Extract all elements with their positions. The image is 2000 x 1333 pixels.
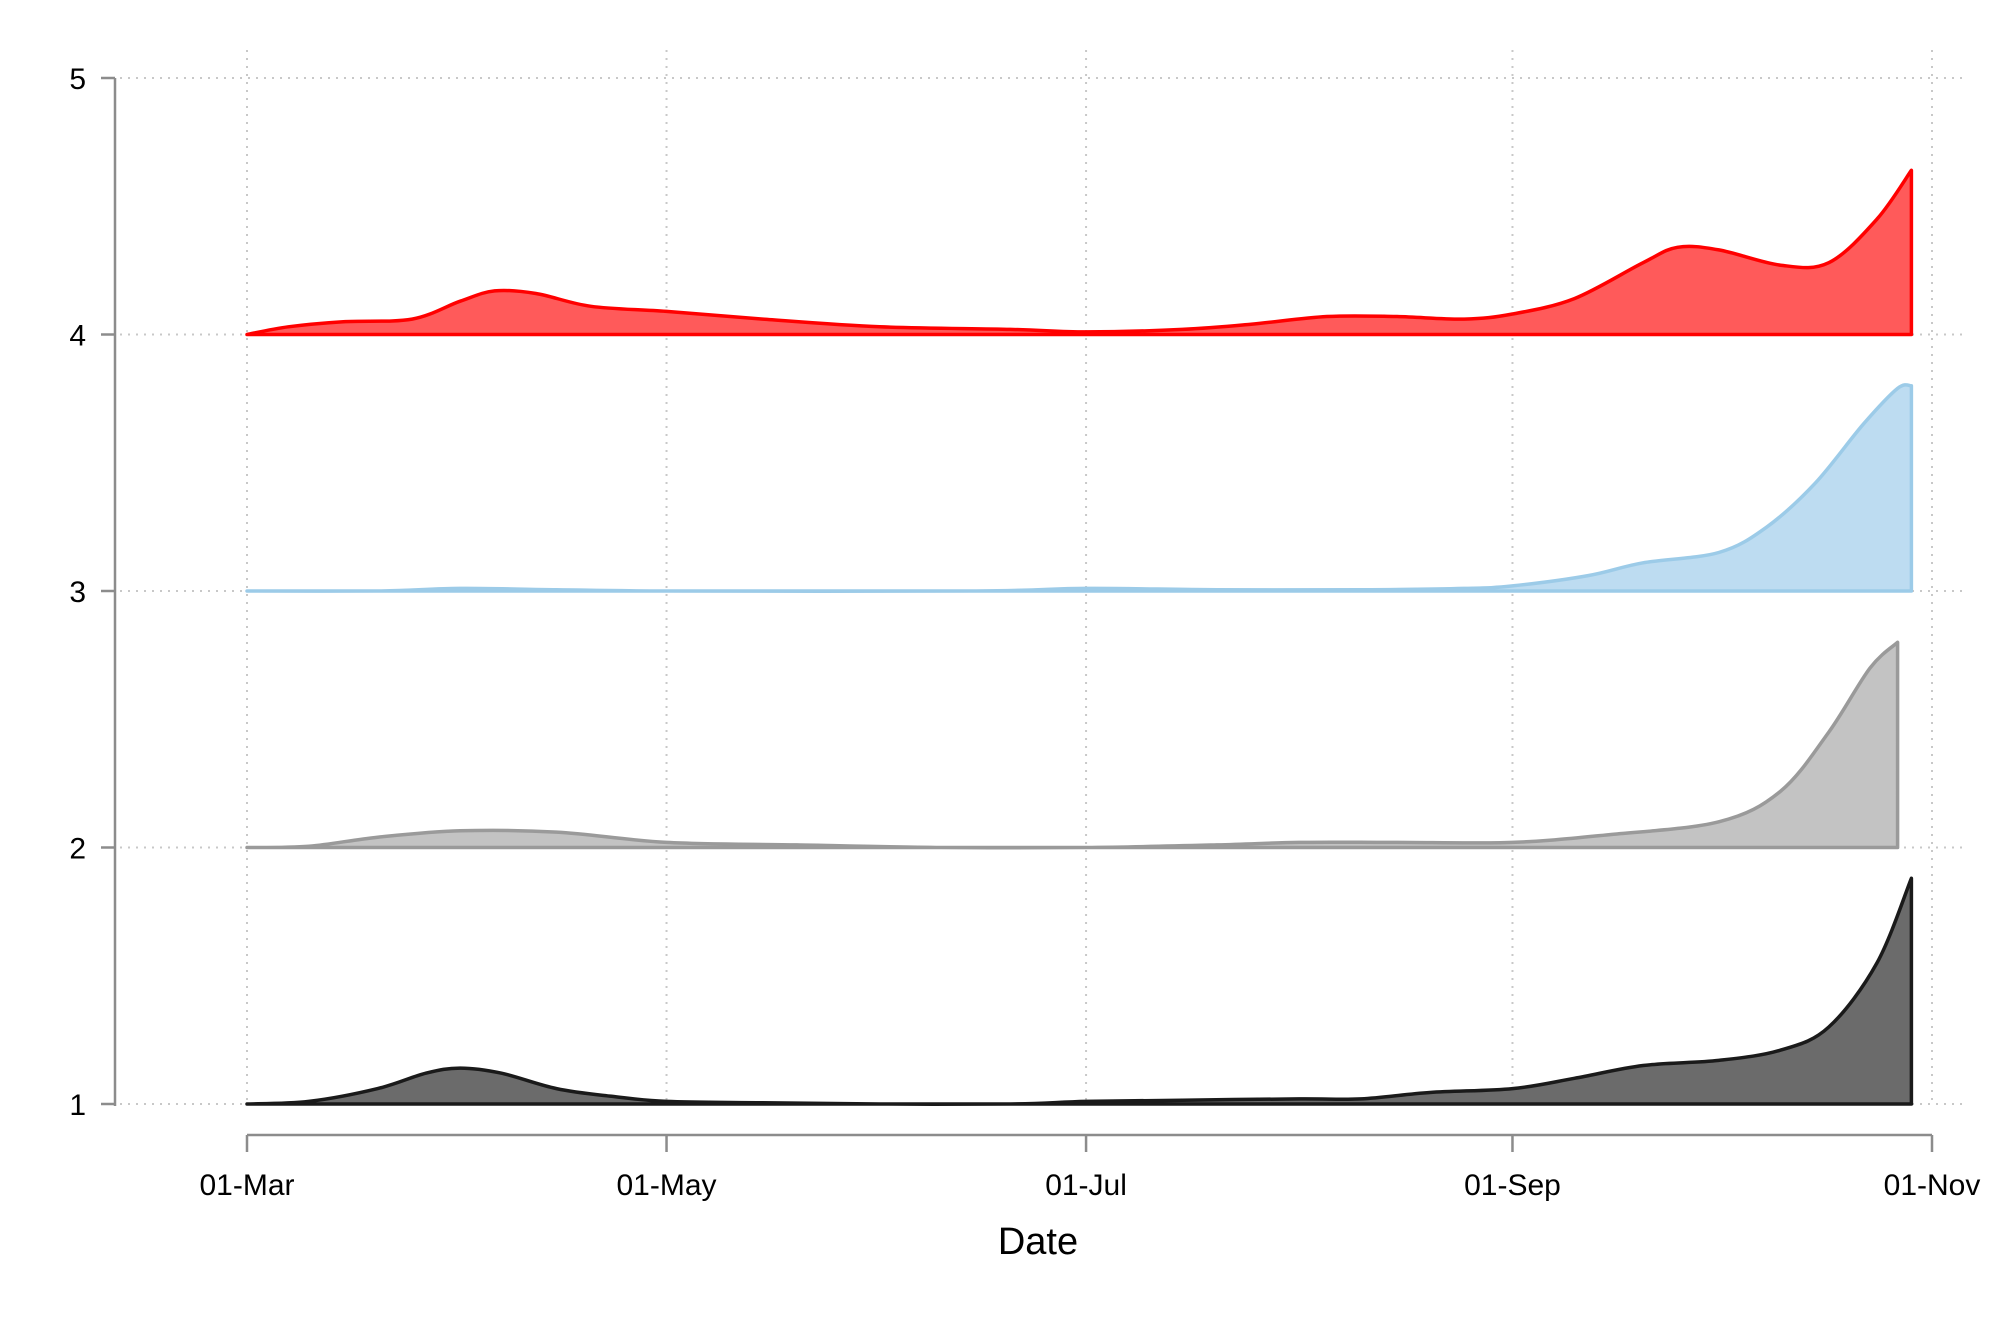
y-tick-label: 1 bbox=[69, 1089, 86, 1122]
ridge-area-3 bbox=[245, 383, 1914, 593]
x-tick-label: 01-Mar bbox=[199, 1169, 294, 1202]
tick-labels: 1 2 3 4 5 01-Mar 01-May 01-Jul 01-Sep 01-Nov bbox=[69, 63, 1980, 1202]
ridge-area-1 bbox=[245, 876, 1914, 1106]
x-axis-title: Date bbox=[998, 1221, 1078, 1263]
y-tick-label: 3 bbox=[69, 576, 86, 609]
ridge-area-2 bbox=[245, 640, 1900, 850]
x-tick-label: 01-Nov bbox=[1884, 1169, 1981, 1202]
x-tick-label: 01-Jul bbox=[1045, 1169, 1127, 1202]
x-tick-label: 01-May bbox=[617, 1169, 717, 1202]
x-tick-label: 01-Sep bbox=[1464, 1169, 1561, 1202]
series-areas bbox=[245, 168, 1914, 1106]
y-tick-label: 5 bbox=[69, 63, 86, 96]
ridge-area-4 bbox=[245, 168, 1914, 337]
y-tick-label: 4 bbox=[69, 320, 86, 353]
y-tick-label: 2 bbox=[69, 833, 86, 866]
axes bbox=[113, 78, 1932, 1137]
